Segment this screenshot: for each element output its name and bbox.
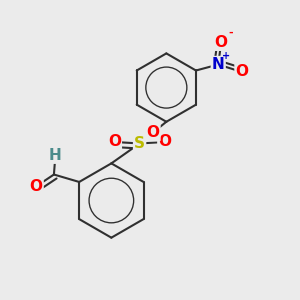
Text: +: + [223,51,231,61]
Text: N: N [212,57,225,72]
Text: O: O [146,125,160,140]
Text: -: - [228,28,233,38]
Text: O: O [215,35,228,50]
Text: O: O [158,134,171,149]
Text: H: H [49,148,62,163]
Text: O: O [236,64,248,80]
Text: O: O [30,179,43,194]
Text: S: S [134,136,145,151]
Text: O: O [108,134,121,149]
